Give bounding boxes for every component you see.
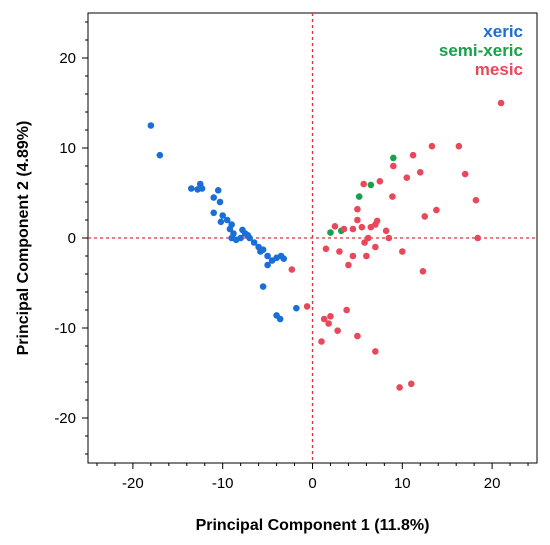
point-mesic (327, 313, 334, 320)
point-mesic (354, 216, 361, 224)
legend-mesic: mesic (475, 60, 523, 79)
ticks: -20 -10 0 10 20 -20 -10 0 10 20 (54, 21, 529, 492)
x-tick-label: 10 (394, 475, 411, 492)
point-xeric (237, 234, 244, 242)
point-xeric (219, 212, 226, 219)
x-tick-label: -10 (212, 475, 234, 492)
point-xeric (216, 198, 224, 206)
point-xeric (210, 209, 218, 217)
point-mesic (372, 221, 379, 228)
point-xeric (246, 234, 253, 242)
reference-lines (88, 13, 537, 463)
point-semi-xeric (390, 154, 397, 162)
point-xeric (223, 216, 231, 224)
point-xeric (264, 252, 271, 260)
point-mesic (428, 142, 436, 150)
point-mesic (331, 223, 339, 230)
point-mesic (340, 225, 348, 233)
point-mesic (334, 327, 341, 335)
point-semi-xeric (367, 181, 375, 189)
point-xeric (264, 261, 271, 269)
point-xeric (198, 185, 206, 192)
x-axis-title: Principal Component 1 (11.8%) (196, 517, 430, 534)
point-mesic (336, 248, 343, 255)
point-mesic (349, 252, 357, 260)
point-mesic (421, 213, 429, 220)
point-xeric (259, 283, 267, 290)
point-mesic (389, 193, 396, 200)
point-mesic (361, 239, 368, 246)
point-xeric (226, 225, 234, 233)
point-mesic (376, 178, 384, 185)
point-mesic (358, 223, 366, 231)
point-xeric (214, 187, 222, 194)
point-mesic (433, 206, 440, 214)
point-xeric (147, 122, 155, 129)
point-mesic (345, 261, 352, 269)
point-mesic (354, 205, 361, 213)
point-mesic (407, 380, 415, 388)
y-tick-label: -10 (54, 320, 76, 337)
y-tick-label: 0 (68, 230, 76, 247)
point-mesic (288, 266, 296, 273)
x-tick-label: 0 (308, 475, 316, 492)
point-mesic (390, 162, 397, 170)
point-mesic (497, 99, 505, 107)
data-points (147, 99, 505, 391)
point-mesic (419, 268, 427, 275)
point-xeric (280, 255, 288, 262)
point-mesic (372, 348, 379, 355)
legend-semi-xeric: semi-xeric (439, 41, 523, 60)
point-mesic (399, 248, 406, 255)
point-mesic (325, 320, 332, 327)
point-mesic (396, 384, 403, 391)
point-xeric (259, 246, 267, 253)
point-xeric (293, 304, 300, 312)
y-tick-label: 10 (59, 140, 76, 157)
point-mesic (360, 180, 367, 188)
point-mesic (461, 170, 469, 178)
point-mesic (416, 169, 424, 176)
point-mesic (472, 196, 480, 204)
point-xeric (210, 194, 218, 201)
x-tick-label: -20 (122, 475, 144, 492)
point-mesic (322, 245, 330, 253)
point-semi-xeric (327, 229, 334, 236)
point-mesic (382, 227, 390, 235)
point-xeric (217, 218, 225, 226)
point-xeric (187, 185, 195, 192)
point-mesic (320, 315, 328, 323)
point-xeric (156, 151, 164, 159)
point-mesic (318, 338, 325, 345)
point-mesic (354, 332, 361, 340)
x-tick-label: 20 (484, 475, 501, 492)
y-tick-label: 20 (59, 50, 76, 67)
y-tick-label: -20 (54, 410, 76, 427)
point-mesic (409, 151, 417, 159)
point-mesic (349, 225, 357, 233)
point-mesic (474, 234, 482, 242)
point-mesic (343, 306, 350, 314)
legend-xeric: xeric (483, 22, 523, 41)
point-xeric (250, 239, 258, 246)
point-mesic (403, 174, 411, 181)
point-mesic (364, 234, 372, 242)
point-mesic (385, 234, 393, 242)
point-mesic (363, 252, 370, 260)
y-axis-title: Principal Component 2 (4.89%) (15, 121, 32, 356)
point-mesic (372, 243, 379, 251)
point-semi-xeric (355, 193, 363, 200)
point-mesic (455, 142, 463, 150)
point-mesic (303, 303, 311, 310)
point-xeric (276, 315, 284, 323)
